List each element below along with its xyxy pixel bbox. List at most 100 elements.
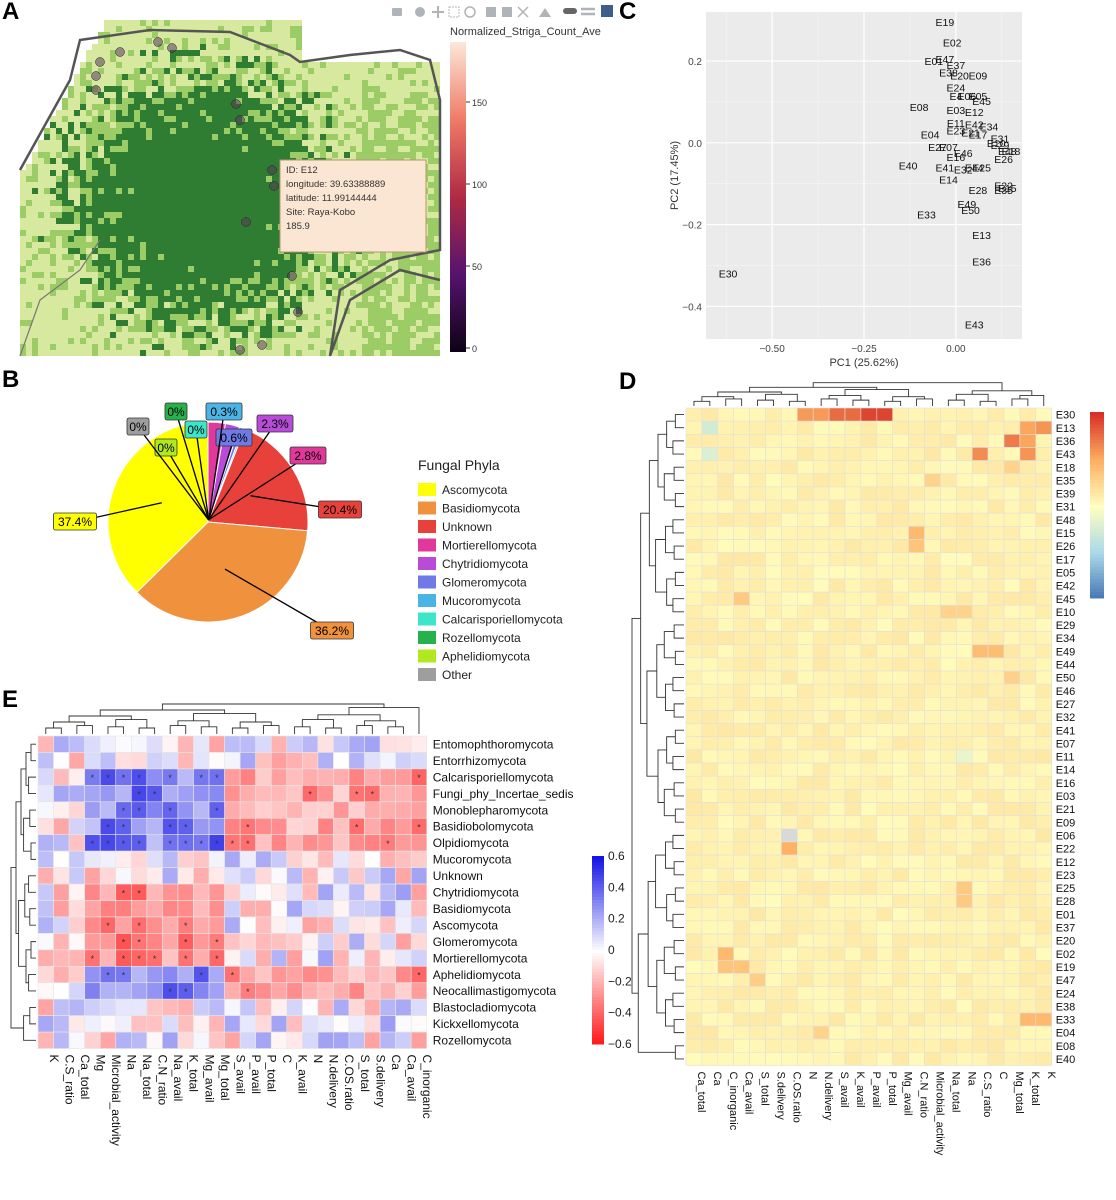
map-cell <box>176 290 182 296</box>
map-cell <box>302 110 308 116</box>
map-cell <box>170 56 176 62</box>
map-cell <box>380 110 386 116</box>
map-cell <box>26 260 32 266</box>
zoom-icon[interactable] <box>415 7 425 17</box>
compare-icon[interactable] <box>581 7 595 16</box>
map-cell <box>152 62 158 68</box>
map-cell <box>170 242 176 248</box>
map-cell <box>164 170 170 176</box>
map-cell <box>242 278 248 284</box>
map-cell <box>86 200 92 206</box>
map-cell <box>218 86 224 92</box>
heatmap-d-cell <box>844 894 862 908</box>
map-cell <box>122 188 128 194</box>
map-cell <box>146 176 152 182</box>
map-cell <box>212 104 218 110</box>
map-cell <box>362 332 368 338</box>
map-cell <box>68 272 74 278</box>
heatmap-d-cell <box>717 486 735 501</box>
heatmap-d-cell <box>892 762 909 777</box>
map-cell <box>86 350 92 356</box>
heatmap-d-cell <box>844 973 862 987</box>
map-cell <box>38 158 44 164</box>
heatmap-d-cell <box>987 670 1005 685</box>
map-cell <box>236 290 242 296</box>
heatmap-d-cell <box>797 736 814 751</box>
map-cell <box>248 188 254 194</box>
map-cell <box>194 152 200 158</box>
map-cell <box>218 206 224 212</box>
map-cell <box>314 332 320 338</box>
map-cell <box>134 110 140 116</box>
map-cell <box>434 278 440 284</box>
heatmap-d-cell <box>1035 526 1052 540</box>
heatmap-d-cell <box>1003 644 1021 659</box>
map-cell <box>104 62 110 68</box>
heatmap-d-cell <box>1035 894 1052 908</box>
heatmap-d-cell <box>685 815 703 830</box>
map-cell <box>248 44 254 50</box>
heatmap-d-cell <box>765 618 782 632</box>
map-cell <box>176 236 182 242</box>
map-cell <box>86 86 92 92</box>
spike-icon[interactable] <box>563 8 577 14</box>
heatmap-d-cell <box>812 775 830 790</box>
map-cell <box>44 200 50 206</box>
heatmap-d-cell <box>1035 933 1052 948</box>
map-cell <box>302 338 308 344</box>
map-cell <box>134 134 140 140</box>
map-cell <box>86 56 92 62</box>
map-cell <box>212 206 218 212</box>
map-cell <box>260 308 266 314</box>
map-cell <box>272 176 278 182</box>
heatmap-d-cell <box>685 749 703 764</box>
heatmap-d-cell <box>955 999 973 1014</box>
autoscale-icon[interactable] <box>517 6 529 18</box>
map-cell <box>362 278 368 284</box>
pan-icon[interactable] <box>432 6 444 18</box>
map-cell <box>326 98 332 104</box>
map-cell <box>350 92 356 98</box>
heatmap-d-cell <box>860 973 878 987</box>
heatmap-d-cell <box>971 828 989 843</box>
map-cell <box>104 350 110 356</box>
map-cell <box>146 62 152 68</box>
map-cell <box>386 140 392 146</box>
heatmap-d-cell <box>765 539 782 553</box>
camera-icon[interactable] <box>392 8 402 16</box>
heatmap-d-cell <box>940 657 957 672</box>
pca-point-label: E21 <box>961 128 980 140</box>
heatmap-d-cell <box>1035 499 1052 514</box>
map-cell <box>110 218 116 224</box>
heatmap-d-cell <box>1035 723 1052 738</box>
map-cell <box>326 146 332 152</box>
plotly-logo-icon[interactable] <box>601 5 613 17</box>
map-cell <box>140 134 146 140</box>
map-cell <box>332 110 338 116</box>
map-cell <box>188 338 194 344</box>
map-cell <box>374 332 380 338</box>
zoom-in-icon[interactable] <box>486 7 496 17</box>
map-cell <box>206 80 212 86</box>
map-cell <box>338 284 344 290</box>
heatmap-d-cell <box>892 881 909 895</box>
pca-point-label: E11 <box>947 118 965 130</box>
map-cell <box>260 278 266 284</box>
map-cell <box>116 296 122 302</box>
map-cell <box>254 122 260 128</box>
heatmap-d-cell <box>971 789 989 803</box>
map-cell <box>188 290 194 296</box>
home-icon[interactable] <box>539 8 551 17</box>
lasso-icon[interactable] <box>464 6 476 18</box>
map-cell <box>392 272 398 278</box>
map-cell <box>320 320 326 326</box>
map-toolbar[interactable] <box>392 5 613 18</box>
map-cell <box>146 140 152 146</box>
map-cell <box>122 26 128 32</box>
map-cell <box>32 206 38 212</box>
zoom-out-icon[interactable] <box>502 7 512 17</box>
box-select-icon[interactable] <box>448 6 460 18</box>
map-cell <box>176 224 182 230</box>
map-cell <box>260 212 266 218</box>
map-cell <box>134 50 140 56</box>
